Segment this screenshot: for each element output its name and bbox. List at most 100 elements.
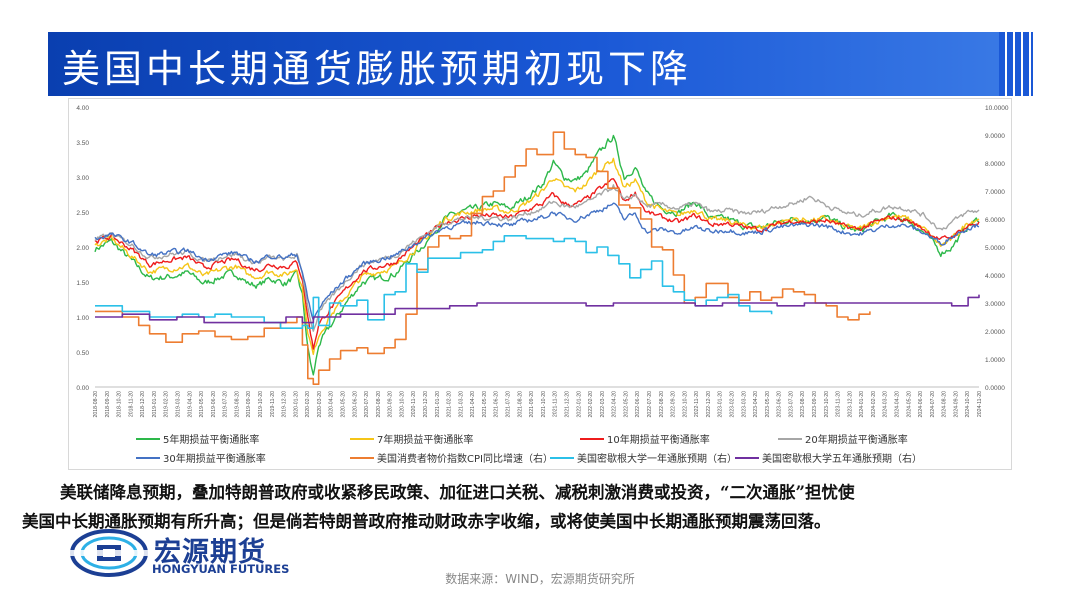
x-axis-tick-label: 2021-12-20 [564, 391, 570, 418]
x-axis-tick-label: 2022-01-20 [576, 391, 582, 418]
x-axis-tick-label: 2024-08-20 [942, 391, 948, 418]
legend-label: 5年期损益平衡通胀率 [163, 435, 260, 446]
x-axis-tick-label: 2019-12-20 [282, 391, 288, 418]
commentary-line-1: 美联储降息预期，叠加特朗普政府或收紧移民政策、加征进口关税、减税刺激消费或投资，… [60, 483, 855, 502]
x-axis-tick-label: 2024-01-20 [859, 391, 865, 418]
x-axis-tick-label: 2020-03-20 [317, 391, 323, 418]
x-axis-tick-label: 2022-11-20 [694, 391, 700, 417]
right-axis-tick-label: 10.0000 [985, 105, 1009, 112]
logo-english-name: HONGYUAN FUTURES [152, 562, 290, 576]
x-axis-tick-label: 2023-01-20 [718, 391, 724, 418]
x-axis-tick-label: 2024-09-20 [953, 391, 959, 418]
x-axis-tick-label: 2021-03-20 [458, 391, 464, 418]
left-axis-tick-label: 1.50 [76, 280, 89, 287]
commentary-line-2: 美国中长期通胀预期有所升高；但是倘若特朗普政府推动财政赤字收缩，或将使美国中长期… [22, 512, 831, 531]
legend-label: 美国密歇根大学五年通胀预期（右） [762, 454, 922, 465]
x-axis-tick-label: 2021-06-20 [494, 391, 500, 418]
x-axis-tick-label: 2020-02-20 [305, 391, 311, 418]
x-axis-tick-label: 2020-07-20 [364, 391, 370, 418]
x-axis-tick-label: 2019-01-20 [152, 391, 158, 418]
legend-label: 20年期损益平衡通胀率 [805, 435, 908, 446]
chart-legend: 5年期损益平衡通胀率 7年期损益平衡通胀率 10年期损益平衡通胀率 20年期损益平衡通… [70, 431, 1010, 467]
x-axis-tick-label: 2022-08-20 [659, 391, 665, 418]
series-line-2 [94, 157, 980, 356]
right-axis-tick-label: 5.0000 [985, 245, 1005, 252]
legend-item: 10年期损益平衡通胀率 [580, 431, 710, 446]
x-axis-tick-label: 2018-12-20 [140, 391, 146, 418]
hongyuan-logo-icon [70, 529, 148, 577]
right-axis-tick-label: 1.0000 [985, 357, 1005, 364]
x-axis-tick-label: 2021-11-20 [553, 391, 559, 417]
x-axis-tick-label: 2024-10-20 [965, 391, 971, 418]
right-axis-tick-label: 6.0000 [985, 217, 1005, 224]
legend-label: 美国消费者物价指数CPI同比增速（右） [377, 454, 553, 465]
x-axis-tick-label: 2020-01-20 [293, 391, 299, 418]
x-axis-tick-label: 2024-07-20 [930, 391, 936, 418]
title-banner-stripes [999, 32, 1033, 96]
line-chart: 0.00 0.50 1.00 1.50 2.00 2.50 3.00 3.50 4.00 0.00… [76, 105, 1009, 418]
series-line-5 [94, 202, 980, 321]
x-axis-tick-label: 2024-06-20 [918, 391, 924, 418]
right-axis-tick-label: 0.0000 [985, 385, 1005, 392]
legend-item: 5年期损益平衡通胀率 [136, 431, 259, 446]
x-axis-tick-label: 2019-09-20 [246, 391, 252, 418]
legend-item: 美国密歇根大学五年通胀预期（右） [735, 450, 922, 465]
x-axis-tick-label: 2022-07-20 [647, 391, 653, 418]
x-axis-tick-label: 2019-05-20 [199, 391, 205, 418]
left-axis-tick-label: 2.00 [76, 245, 89, 252]
left-axis-tick-label: 4.00 [76, 105, 89, 112]
x-axis-tick-label: 2021-04-20 [470, 391, 476, 418]
legend-label: 美国密歇根大学一年通胀预期（右） [577, 454, 737, 465]
x-axis-tick-label: 2024-02-20 [871, 391, 877, 418]
x-axis-tick-label: 2022-04-20 [612, 391, 618, 418]
legend-swatch [350, 437, 374, 440]
x-axis-tick-label: 2020-10-20 [399, 391, 405, 418]
x-axis-tick-label: 2019-02-20 [164, 391, 170, 418]
x-axis-tick-label: 2023-10-20 [824, 391, 830, 418]
legend-swatch [350, 456, 374, 459]
x-axis-tick-label: 2021-05-20 [482, 391, 488, 418]
right-axis-tick-label: 9.0000 [985, 133, 1005, 140]
right-axis-tick-label: 7.0000 [985, 189, 1005, 196]
legend-item: 美国密歇根大学一年通胀预期（右） [550, 450, 737, 465]
x-axis-tick-label: 2019-06-20 [211, 391, 217, 418]
legend-swatch [735, 456, 759, 459]
legend-swatch [778, 437, 802, 440]
x-axis-tick-label: 2020-05-20 [341, 391, 347, 418]
legend-swatch [550, 456, 574, 459]
x-axis-tick-label: 2019-07-20 [223, 391, 229, 418]
legend-item: 20年期损益平衡通胀率 [778, 431, 908, 446]
legend-swatch [580, 437, 604, 440]
commentary-paragraph: 美联储降息预期，叠加特朗普政府或收紧移民政策、加征进口关税、减税刺激消费或投资，… [22, 478, 1062, 536]
right-axis-tick-label: 8.0000 [985, 161, 1005, 168]
legend-swatch [136, 437, 160, 440]
legend-label: 30年期损益平衡通胀率 [163, 454, 266, 465]
left-axis-tick-label: 1.00 [76, 315, 89, 322]
left-axis-tick-label: 3.00 [76, 175, 89, 182]
x-axis-tick-label: 2023-12-20 [847, 391, 853, 418]
x-axis-tick-label: 2023-03-20 [741, 391, 747, 418]
x-axis-tick-label: 2021-08-20 [517, 391, 523, 418]
left-axis-tick-label: 0.50 [76, 350, 89, 357]
x-axis-tick-label: 2023-08-20 [800, 391, 806, 418]
data-source: 数据来源：WIND，宏源期货研究所 [445, 572, 635, 586]
x-axis-tick-label: 2021-07-20 [506, 391, 512, 418]
x-axis-tick-label: 2023-09-20 [812, 391, 818, 418]
x-axis-tick-label: 2024-04-20 [894, 391, 900, 418]
x-axis-tick-label: 2019-04-20 [187, 391, 193, 418]
x-axis-tick-label: 2021-01-20 [435, 391, 441, 418]
left-axis-tick-label: 0.00 [76, 385, 89, 392]
right-axis-tick-label: 2.0000 [985, 329, 1005, 336]
x-axis-tick-label: 2024-11-20 [977, 391, 983, 417]
x-axis-tick-label: 2023-02-20 [729, 391, 735, 418]
chart-container: 0.00 0.50 1.00 1.50 2.00 2.50 3.00 3.50 4.00 0.00… [68, 98, 1012, 470]
series-line-8 [95, 294, 980, 324]
x-axis-tick-label: 2021-02-20 [447, 391, 453, 418]
legend-swatch [136, 456, 160, 459]
x-axis-tick-label: 2022-03-20 [600, 391, 606, 418]
x-axis-tick-label: 2023-04-20 [753, 391, 759, 418]
x-axis-tick-label: 2020-09-20 [388, 391, 394, 418]
x-axis-tick-label: 2018-09-20 [105, 391, 111, 418]
x-axis-tick-label: 2023-07-20 [788, 391, 794, 418]
legend-label: 10年期损益平衡通胀率 [607, 435, 710, 446]
